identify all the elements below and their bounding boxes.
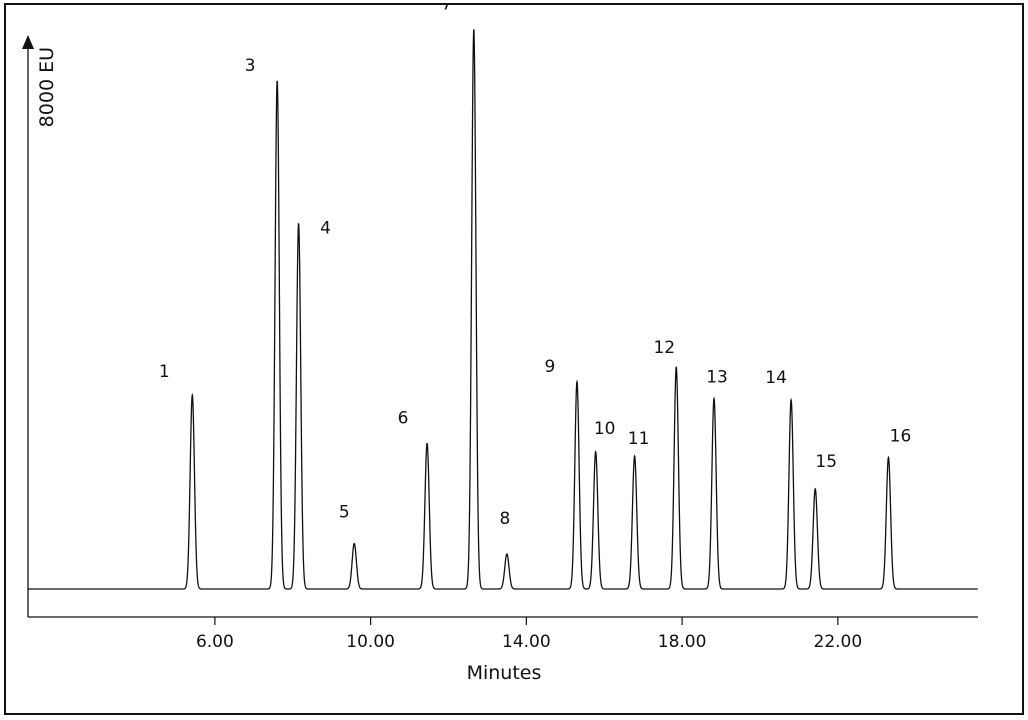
chromatogram-trace [28, 29, 978, 590]
peak-label-9: 9 [545, 357, 556, 377]
x-tick-label: 18.00 [658, 632, 707, 652]
peak-label-14: 14 [765, 368, 787, 388]
peak-label-15: 15 [815, 452, 837, 472]
x-tick-label: 6.00 [196, 632, 234, 652]
y-axis-arrow [22, 35, 34, 49]
y-axis-label: 8000 EU [36, 47, 58, 127]
x-tick-label: 22.00 [814, 632, 863, 652]
peak-label-5: 5 [339, 503, 350, 523]
peak-label-13: 13 [706, 368, 728, 388]
peak-label-7: 7 [441, 5, 452, 15]
peak-label-11: 11 [628, 429, 650, 449]
peak-label-10: 10 [594, 419, 616, 439]
x-axis-label: Minutes [467, 662, 542, 684]
axes: 6.00 10.00 14.00 18.00 22.00 [22, 35, 978, 652]
peak-label-3: 3 [245, 56, 256, 76]
peak-label-8: 8 [499, 509, 510, 529]
x-tick-label: 14.00 [502, 632, 551, 652]
peak-label-12: 12 [653, 338, 675, 358]
peak-label-1: 1 [159, 362, 170, 382]
x-tick-label: 10.00 [346, 632, 395, 652]
peak-label-16: 16 [890, 426, 912, 446]
peak-label-6: 6 [398, 408, 409, 428]
peak-labels: 1345678910111213141516 [159, 5, 911, 529]
peak-label-4: 4 [320, 219, 331, 239]
trace [28, 29, 978, 590]
